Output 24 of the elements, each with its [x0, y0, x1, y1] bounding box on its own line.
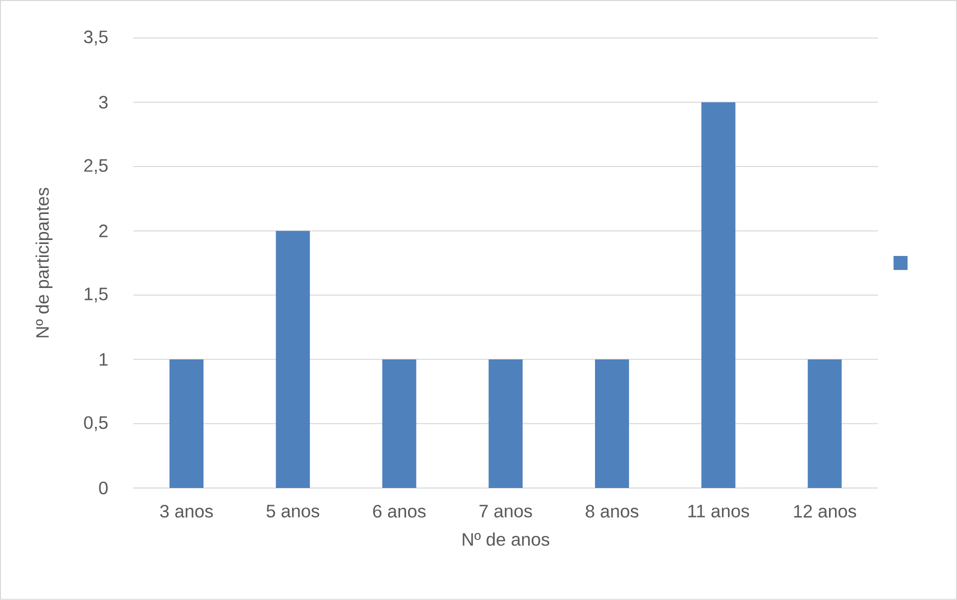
y-axis-title: Nº de participantes: [36, 188, 52, 338]
x-tick-label: 7 anos: [480, 504, 532, 518]
y-tick-label: 2: [99, 224, 108, 238]
x-tick-label: 8 anos: [586, 504, 638, 518]
x-axis-title: Nº de anos: [462, 532, 550, 546]
x-tick-label: 6 anos: [373, 504, 426, 518]
y-tick-label: 3: [99, 96, 108, 109]
bar: [808, 359, 842, 488]
y-tick-label: 1: [100, 353, 108, 366]
x-tick-label: 5 anos: [266, 504, 320, 518]
x-tick-label: 3 anos: [160, 504, 213, 518]
y-tick-label: 3,5: [84, 30, 108, 46]
bar: [595, 359, 630, 488]
y-tick-label: 0: [99, 482, 108, 494]
y-tick-label: 1,5: [84, 288, 108, 302]
bar: [701, 102, 736, 488]
y-tick-label: 0,5: [84, 416, 108, 432]
bar: [276, 230, 310, 488]
bar: [169, 359, 204, 488]
x-tick-label: 11 anos: [688, 504, 750, 518]
y-tick-label: 2,5: [84, 159, 108, 174]
bar: [488, 359, 523, 488]
bar: [382, 359, 416, 488]
x-tick-label: 12 anos: [794, 504, 856, 518]
